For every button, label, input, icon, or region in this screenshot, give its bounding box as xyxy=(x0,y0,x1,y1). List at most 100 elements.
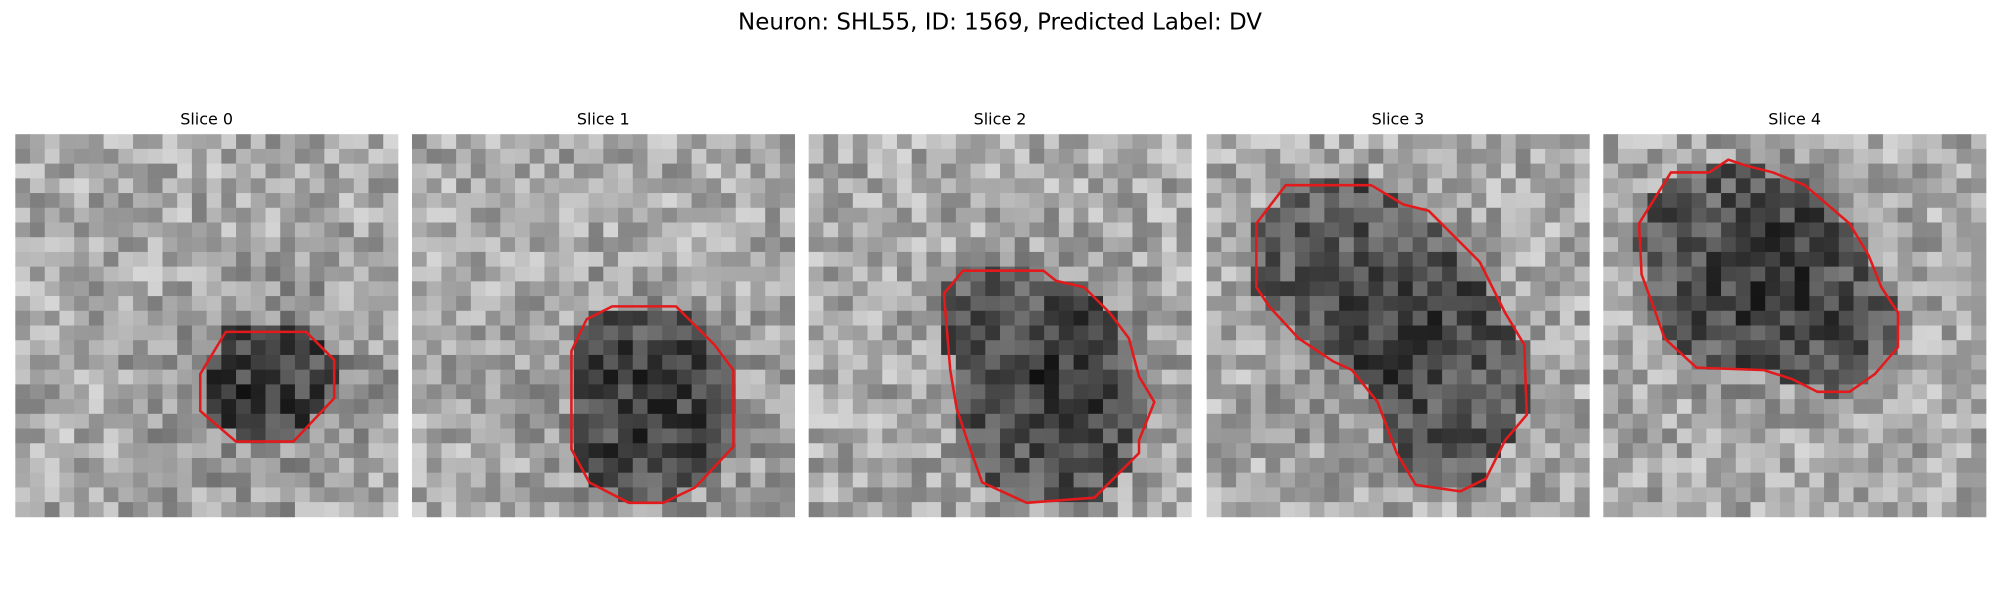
pixel xyxy=(1838,443,1854,459)
pixel xyxy=(1339,266,1355,282)
pixel xyxy=(206,148,222,165)
pixel xyxy=(1000,193,1016,209)
pixel xyxy=(1500,148,1517,165)
pixel xyxy=(1236,310,1252,326)
pixel xyxy=(765,163,781,179)
pixel xyxy=(500,399,516,415)
pixel xyxy=(1838,354,1854,371)
pixel xyxy=(1809,354,1825,371)
pixel xyxy=(1545,134,1561,150)
pixel xyxy=(515,472,531,488)
pixel xyxy=(1838,502,1854,518)
pixel xyxy=(383,207,399,223)
pixel xyxy=(103,310,119,326)
pixel xyxy=(955,384,971,400)
pixel xyxy=(1941,325,1957,341)
pixel xyxy=(1912,399,1928,415)
pixel xyxy=(1515,502,1531,518)
pixel xyxy=(500,222,516,238)
pixel xyxy=(1412,222,1428,238)
pixel xyxy=(1000,325,1016,341)
pixel xyxy=(1309,399,1325,415)
pixel xyxy=(118,163,134,179)
pixel xyxy=(1044,266,1060,282)
pixel xyxy=(1574,369,1590,385)
pixel xyxy=(1765,251,1781,268)
pixel xyxy=(1014,413,1030,429)
pixel xyxy=(1456,413,1472,429)
pixel xyxy=(485,399,501,415)
pixel xyxy=(1824,251,1840,268)
pixel xyxy=(1882,193,1899,209)
pixel xyxy=(1809,340,1825,356)
pixel xyxy=(206,354,222,371)
pixel xyxy=(1559,399,1575,415)
pixel xyxy=(1029,207,1045,223)
pixel xyxy=(103,163,119,179)
pixel xyxy=(280,472,296,488)
pixel xyxy=(324,325,340,341)
pixel xyxy=(1721,384,1737,400)
pixel xyxy=(74,148,90,165)
pixel xyxy=(852,178,868,194)
pixel xyxy=(1088,502,1104,518)
pixel xyxy=(838,428,854,444)
pixel xyxy=(838,443,854,459)
pixel xyxy=(911,413,927,429)
pixel xyxy=(970,413,986,429)
pixel xyxy=(1250,443,1266,459)
pixel xyxy=(1147,148,1163,165)
pixel xyxy=(1765,266,1781,282)
pixel xyxy=(618,369,634,385)
pixel xyxy=(1721,428,1737,444)
pixel xyxy=(1691,457,1707,474)
pixel xyxy=(1427,296,1443,312)
pixel xyxy=(588,354,604,371)
pixel xyxy=(1500,193,1517,209)
pixel xyxy=(1956,266,1972,282)
pixel xyxy=(1691,237,1707,253)
pixel xyxy=(30,325,46,341)
pixel xyxy=(456,251,472,268)
pixel xyxy=(265,399,281,415)
pixel xyxy=(280,178,296,194)
pixel xyxy=(1427,354,1443,371)
pixel xyxy=(426,163,442,179)
pixel xyxy=(368,178,384,194)
pixel xyxy=(1824,296,1840,312)
pixel xyxy=(456,178,472,194)
pixel xyxy=(368,193,384,209)
pixel xyxy=(1971,251,1987,268)
pixel xyxy=(1309,340,1325,356)
pixel xyxy=(1324,163,1340,179)
pixel xyxy=(838,163,854,179)
pixel xyxy=(221,134,237,150)
pixel xyxy=(1574,384,1590,400)
pixel xyxy=(339,354,355,371)
pixel xyxy=(118,237,134,253)
pixel xyxy=(662,428,678,444)
pixel xyxy=(206,428,222,444)
pixel xyxy=(265,369,281,385)
pixel xyxy=(441,457,457,474)
pixel xyxy=(779,207,796,223)
pixel xyxy=(368,207,384,223)
pixel xyxy=(1132,457,1148,474)
pixel xyxy=(1000,134,1016,150)
pixel xyxy=(1117,472,1133,488)
pixel xyxy=(441,310,457,326)
pixel xyxy=(294,281,311,297)
pixel xyxy=(103,148,119,165)
pixel xyxy=(1324,413,1340,429)
pixel xyxy=(1971,457,1987,474)
pixel xyxy=(1662,296,1678,312)
pixel xyxy=(647,148,663,165)
pixel xyxy=(1794,443,1810,459)
pixel xyxy=(1412,399,1428,415)
pixel xyxy=(1383,163,1399,179)
pixel xyxy=(30,399,46,415)
pixel xyxy=(1471,237,1487,253)
pixel xyxy=(1750,134,1766,150)
pixel xyxy=(676,384,693,400)
pixel xyxy=(838,487,854,503)
